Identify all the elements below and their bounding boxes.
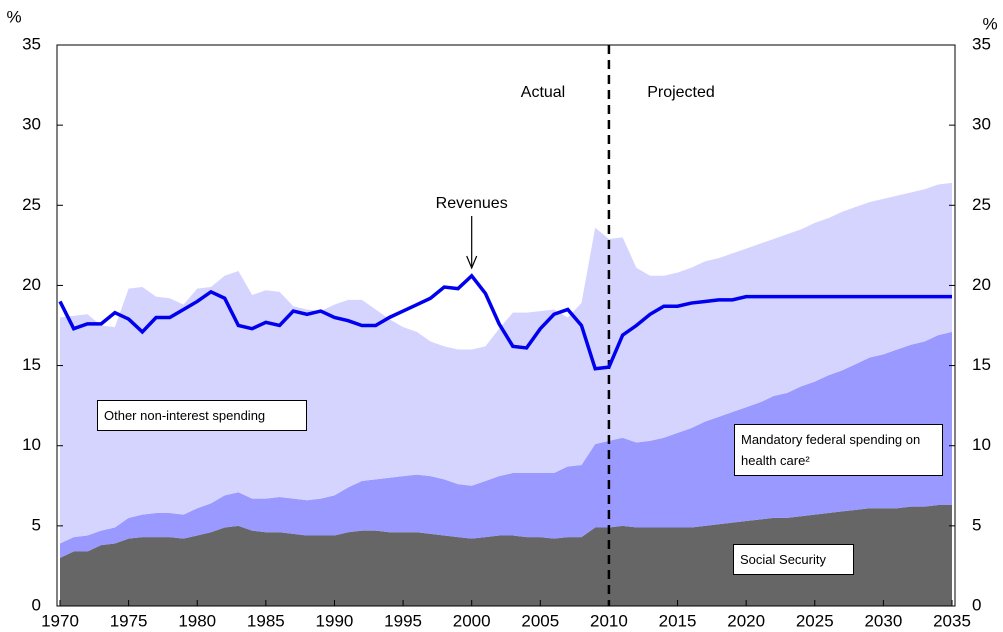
y2-axis-label: % bbox=[982, 14, 997, 33]
y-tick-label: 15 bbox=[22, 355, 41, 374]
y2-tick-label: 35 bbox=[972, 34, 991, 53]
y2-tick-label: 25 bbox=[972, 195, 991, 214]
x-tick-label: 2035 bbox=[933, 611, 971, 630]
y2-tick-label: 20 bbox=[972, 275, 991, 294]
y-tick-label: 5 bbox=[32, 515, 41, 534]
area bbox=[60, 505, 952, 606]
series-label: Other non-interest spending bbox=[97, 400, 307, 431]
annotation: Actual bbox=[521, 84, 565, 101]
series-label: Revenues bbox=[436, 195, 508, 212]
x-tick-label: 2015 bbox=[659, 611, 697, 630]
series-label: Mandatory federal spending on health car… bbox=[734, 424, 943, 476]
x-tick-label: 2000 bbox=[453, 611, 491, 630]
x-tick-label: 2010 bbox=[590, 611, 628, 630]
annotation: Projected bbox=[647, 84, 715, 101]
revenue-line bbox=[58, 273, 952, 371]
x-tick-label: 1985 bbox=[247, 611, 285, 630]
y-tick-label: 30 bbox=[22, 115, 41, 134]
area bbox=[60, 331, 952, 558]
arrow-head bbox=[466, 255, 478, 270]
x-tick-label: 1980 bbox=[178, 611, 216, 630]
area bbox=[60, 182, 952, 544]
y2-tick-label: 0 bbox=[972, 595, 981, 614]
x-tick-label: 2025 bbox=[796, 611, 834, 630]
y-tick-label: 0 bbox=[32, 595, 41, 614]
x-tick-label: 1990 bbox=[316, 611, 354, 630]
y-tick-label: 35 bbox=[22, 34, 41, 53]
x-tick-label: 1970 bbox=[41, 611, 79, 630]
x-tick-label: 1995 bbox=[384, 611, 422, 630]
series-label: Social Security bbox=[733, 544, 854, 575]
y2-tick-label: 5 bbox=[972, 515, 981, 534]
x-tick-label: 2030 bbox=[864, 611, 902, 630]
x-tick-label: 2020 bbox=[727, 611, 765, 630]
y2-tick-label: 15 bbox=[972, 355, 991, 374]
y-axis-label: % bbox=[6, 7, 21, 26]
y2-tick-label: 30 bbox=[972, 115, 991, 134]
y-tick-label: 20 bbox=[22, 275, 41, 294]
x-tick-label: 2005 bbox=[521, 611, 559, 630]
y-tick-label: 25 bbox=[22, 195, 41, 214]
y-tick-label: 10 bbox=[22, 435, 41, 454]
y2-tick-label: 10 bbox=[972, 435, 991, 454]
plot-frame bbox=[56, 44, 956, 607]
x-tick-label: 1975 bbox=[110, 611, 148, 630]
